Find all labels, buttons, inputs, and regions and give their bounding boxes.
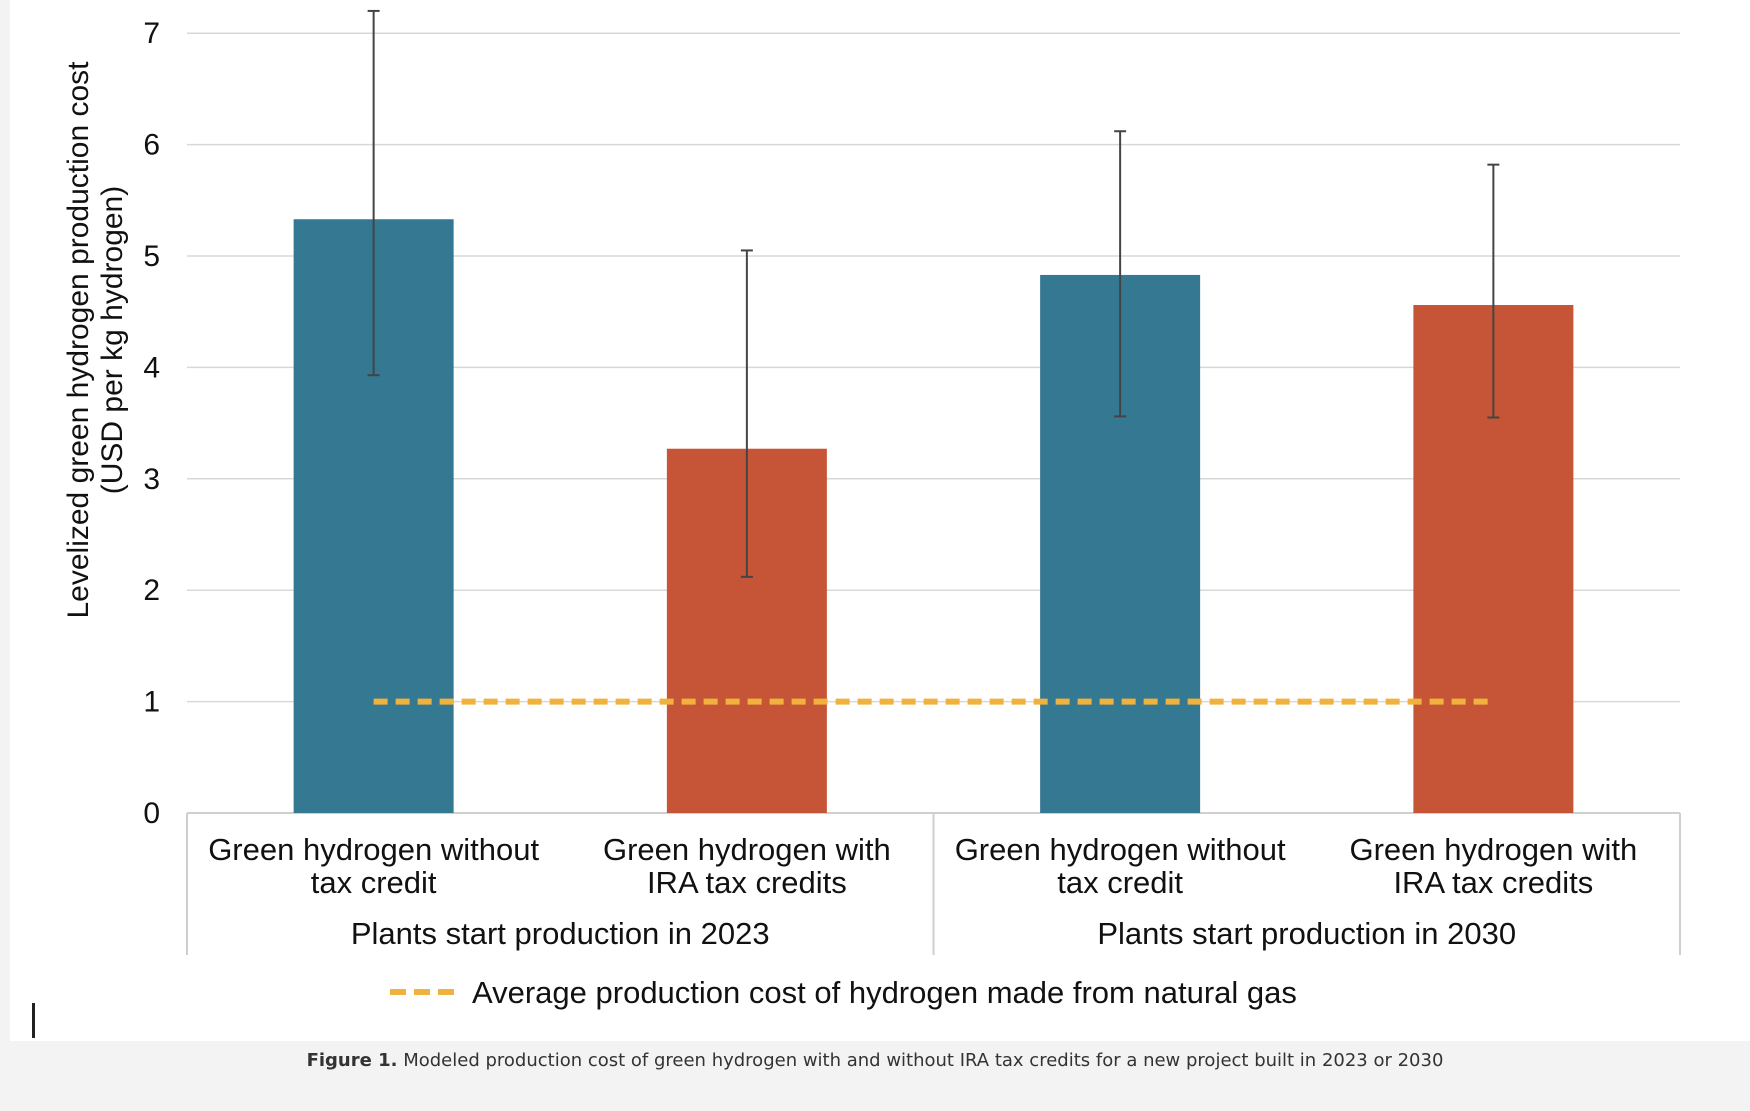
y-tick-label: 6 <box>143 129 160 162</box>
figure-caption: Figure 1. Modeled production cost of gre… <box>0 1050 1750 1071</box>
y-tick-label: 5 <box>143 240 160 273</box>
figure-caption-text: Modeled production cost of green hydroge… <box>403 1050 1444 1071</box>
y-tick-label: 0 <box>143 797 160 830</box>
group-label: Plants start production in 2023 <box>351 916 770 951</box>
category-label: IRA tax credits <box>647 865 847 900</box>
group-label: Plants start production in 2030 <box>1097 916 1516 951</box>
bar-chart: 0 1 2 3 4 5 6 7 Levelized green hydrogen product… <box>62 9 1681 1010</box>
y-axis-title-units: (USD per kg hydrogen) <box>96 186 129 494</box>
category-label: Green hydrogen without <box>955 832 1286 867</box>
category-label: IRA tax credits <box>1393 865 1593 900</box>
y-tick-label: 4 <box>143 351 160 384</box>
y-tick-label: 7 <box>143 17 160 50</box>
chart-panel: 0 1 2 3 4 5 6 7 Levelized green hydrogen product… <box>10 0 1750 1041</box>
legend-label: Average production cost of hydrogen made… <box>472 975 1297 1010</box>
category-label: tax credit <box>311 865 437 900</box>
y-axis-title: Levelized green hydrogen production cost <box>62 61 95 619</box>
y-tick-label: 3 <box>143 463 160 496</box>
y-tick-label: 2 <box>143 574 160 607</box>
category-label: Green hydrogen with <box>603 832 891 867</box>
figure-caption-label: Figure 1. <box>306 1050 398 1071</box>
text-cursor <box>32 1003 35 1038</box>
category-label: Green hydrogen with <box>1349 832 1637 867</box>
y-tick-label: 1 <box>143 686 160 719</box>
category-label: Green hydrogen without <box>208 832 539 867</box>
category-label: tax credit <box>1057 865 1183 900</box>
